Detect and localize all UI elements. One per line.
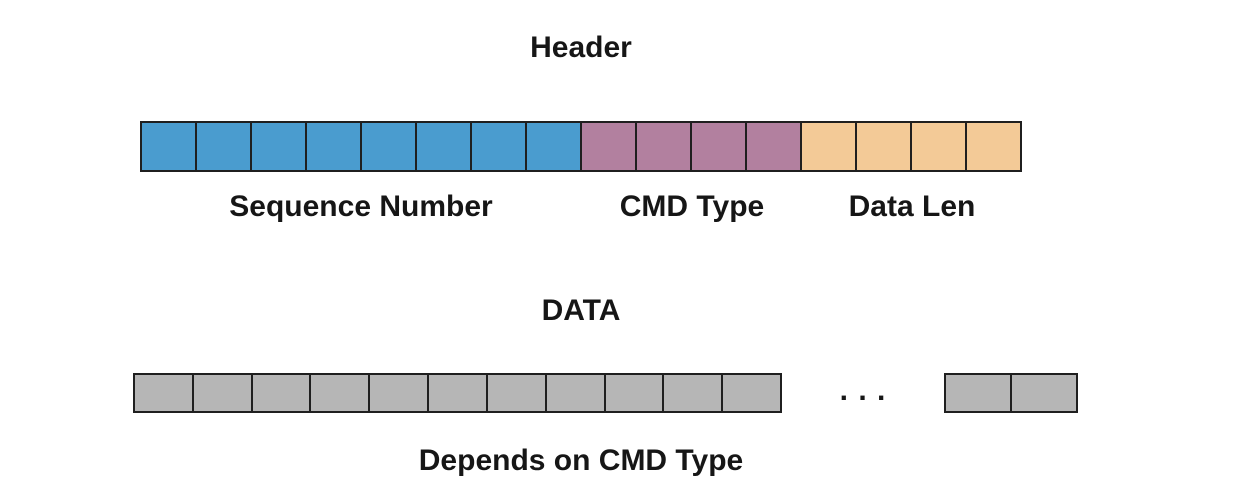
data-cells-main [133, 373, 782, 413]
field-cell [582, 123, 637, 170]
field-cell [723, 375, 780, 411]
field-cell [692, 123, 747, 170]
field-cell [472, 123, 527, 170]
field-cell [946, 375, 1012, 411]
field-cell [193, 375, 253, 411]
field-cell [664, 375, 724, 411]
field-cell [487, 375, 547, 411]
header-section-title: Header [530, 31, 632, 64]
field-cell [546, 375, 606, 411]
field-cell [1012, 375, 1076, 411]
field-cell [912, 123, 967, 170]
data-caption: Depends on CMD Type [418, 444, 744, 477]
field-cell [857, 123, 912, 170]
sequence-number-cells [142, 123, 582, 170]
data-len-label: Data Len [848, 190, 976, 223]
field-cell [252, 123, 307, 170]
field-cell [370, 375, 430, 411]
field-cell [747, 123, 800, 170]
field-cell [605, 375, 665, 411]
field-cell [429, 375, 488, 411]
field-cell [197, 123, 252, 170]
field-cell [967, 123, 1020, 170]
cmd-type-cells [582, 123, 802, 170]
field-cell [252, 375, 312, 411]
field-cell [135, 375, 194, 411]
field-cell [311, 375, 371, 411]
ellipsis: . . . [839, 374, 887, 407]
cmd-type-label: CMD Type [619, 190, 765, 223]
data-len-cells [802, 123, 1020, 170]
field-cell [527, 123, 580, 170]
field-cell [307, 123, 362, 170]
field-cell [417, 123, 472, 170]
header-field-strip [140, 121, 1022, 172]
field-cell [362, 123, 417, 170]
field-cell [802, 123, 857, 170]
field-cell [637, 123, 692, 170]
sequence-number-label: Sequence Number [229, 190, 493, 223]
data-cells-tail [944, 373, 1078, 413]
field-cell [142, 123, 197, 170]
data-section-title: DATA [541, 294, 621, 327]
